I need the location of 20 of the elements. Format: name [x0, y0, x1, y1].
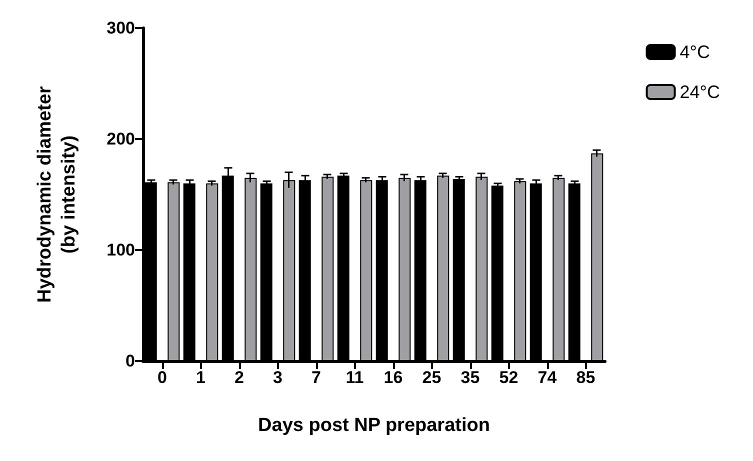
x-tick-label: 11: [346, 368, 364, 387]
y-axis-title: Hydrodynamic diameter (by intensity): [34, 86, 80, 303]
y-tick-label: 100: [106, 240, 135, 260]
x-tick-label: 74: [538, 368, 558, 387]
x-tick-label: 35: [460, 368, 480, 387]
y-tick-label: 0: [126, 352, 135, 370]
x-tick-label: 1: [196, 368, 206, 387]
legend-label: 24°C: [680, 82, 720, 102]
x-tick-label: 3: [273, 368, 282, 387]
x-tick-label: 85: [576, 368, 596, 387]
legend-label: 4°C: [680, 42, 710, 62]
y-tick-label: 200: [106, 130, 135, 148]
x-axis-title: Days post NP preparation: [258, 415, 490, 436]
x-tick-label: 25: [422, 368, 442, 387]
x-tick-label: 7: [312, 368, 321, 387]
y-tick-label: 300: [106, 18, 135, 38]
x-tick-label: 52: [499, 368, 518, 387]
x-tick-label: 2: [234, 368, 244, 387]
x-tick-label: 0: [158, 368, 167, 387]
x-tick-label: 16: [384, 368, 403, 387]
